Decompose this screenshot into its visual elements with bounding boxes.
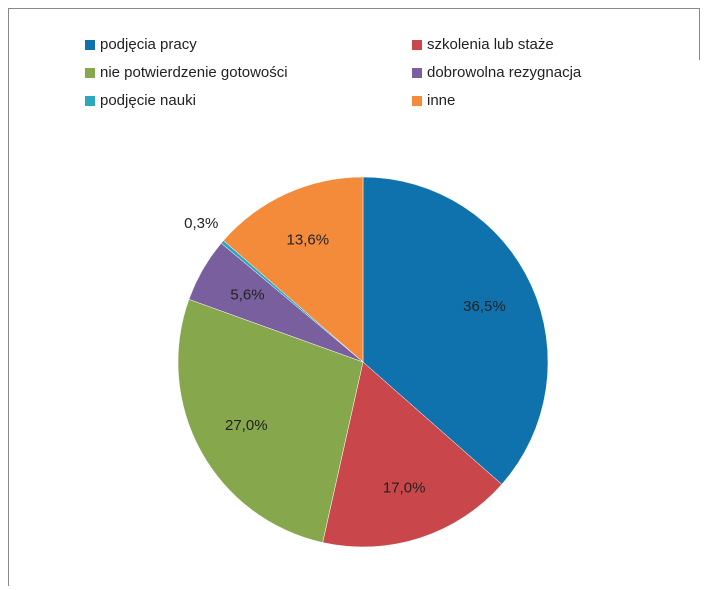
data-label: 36,5% [463,298,506,315]
legend-swatch [85,96,95,106]
legend-swatch [85,40,95,50]
legend-label: podjęcia pracy [100,36,197,53]
legend-label: podjęcie nauki [100,92,196,109]
data-label: 0,3% [184,215,218,232]
legend-swatch [85,68,95,78]
legend-label: dobrowolna rezygnacja [427,64,582,81]
legend-label: inne [427,92,455,109]
legend-swatch [412,68,422,78]
pie-slice [177,299,364,543]
legend-swatch [412,40,422,50]
data-label: 5,6% [230,287,264,304]
legend-label: nie potwierdzenie gotowości [100,64,288,81]
pie-slice [322,361,503,548]
pie-slice [223,176,364,363]
data-label: 17,0% [383,480,426,497]
data-label: 27,0% [225,417,268,434]
pie-slice [362,176,549,485]
data-label: 13,6% [287,232,330,249]
legend-swatch [412,96,422,106]
legend-label: szkolenia lub staże [427,36,554,53]
